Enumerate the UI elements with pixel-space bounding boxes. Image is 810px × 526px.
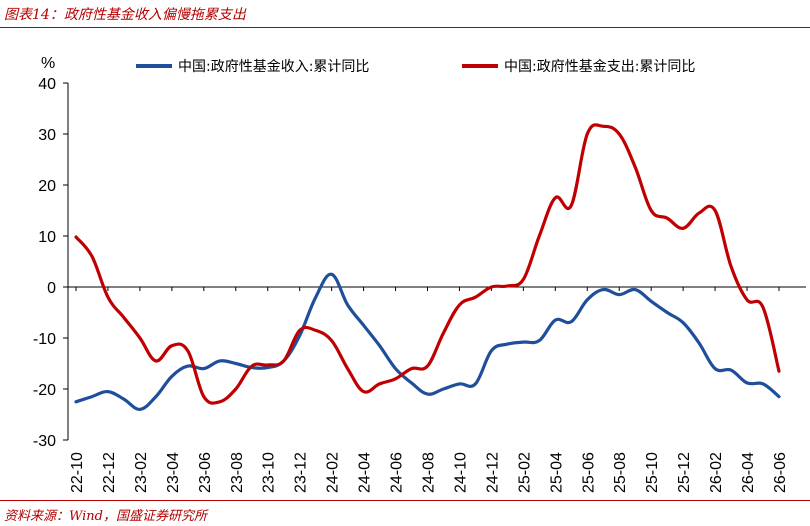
legend-label-income: 中国:政府性基金收入:累计同比 (178, 58, 369, 75)
x-tick-label: 23-04 (165, 452, 182, 493)
x-tick-label: 23-10 (261, 452, 278, 493)
chart-title: 图表14：政府性基金收入偏慢拖累支出 (4, 7, 246, 23)
x-tick-label: 24-10 (452, 452, 469, 493)
y-tick-label: 20 (38, 178, 56, 195)
x-tick-label: 24-08 (421, 452, 438, 493)
x-tick-label: 26-04 (740, 452, 757, 493)
y-tick-label: -20 (33, 382, 56, 399)
x-tick-label: 24-06 (389, 452, 406, 493)
y-tick-label: -30 (33, 433, 56, 450)
x-tick-label: 25-04 (548, 452, 565, 493)
x-tick-label: 26-02 (708, 452, 725, 493)
x-tick-label: 24-04 (357, 452, 374, 493)
x-tick-label: 23-12 (293, 452, 310, 493)
x-tick-label: 23-02 (133, 452, 150, 493)
x-tick-label: 25-02 (516, 452, 533, 493)
chart-legend: 中国:政府性基金收入:累计同比 中国:政府性基金支出:累计同比 (136, 58, 695, 75)
x-tick-label: 25-08 (612, 452, 629, 493)
y-tick-label: 10 (38, 229, 56, 246)
series-line-income (74, 272, 781, 411)
x-tick-label: 24-12 (484, 452, 501, 493)
title-divider (0, 27, 810, 28)
x-tick-label: 22-10 (69, 452, 86, 493)
y-tick-label: 40 (38, 76, 56, 93)
x-tick-label: 25-06 (580, 452, 597, 493)
source-note: 资料来源：Wind，国盛证券研究所 (4, 509, 207, 524)
x-tick-label: 26-06 (772, 452, 789, 493)
x-tick-label: 24-02 (325, 452, 342, 493)
legend-label-expenditure: 中国:政府性基金支出:累计同比 (504, 58, 695, 75)
x-tick-label: 22-12 (101, 452, 118, 493)
chart-axes: % 40 30 20 10 0 -10 -20 -30 22-10 22-12 23-02 23-04 2… (33, 55, 806, 493)
y-axis-unit: % (41, 55, 55, 72)
y-tick-label: 0 (47, 280, 56, 297)
y-tick-label: 30 (38, 127, 56, 144)
x-tick-label: 23-08 (229, 452, 246, 493)
y-tick-label: -10 (33, 331, 56, 348)
x-tick-label: 23-06 (197, 452, 214, 493)
series-layer (74, 123, 781, 411)
x-tick-label: 25-12 (676, 452, 693, 493)
series-line-expenditure (74, 123, 781, 405)
x-tick-label: 25-10 (644, 452, 661, 493)
source-divider (0, 500, 810, 501)
